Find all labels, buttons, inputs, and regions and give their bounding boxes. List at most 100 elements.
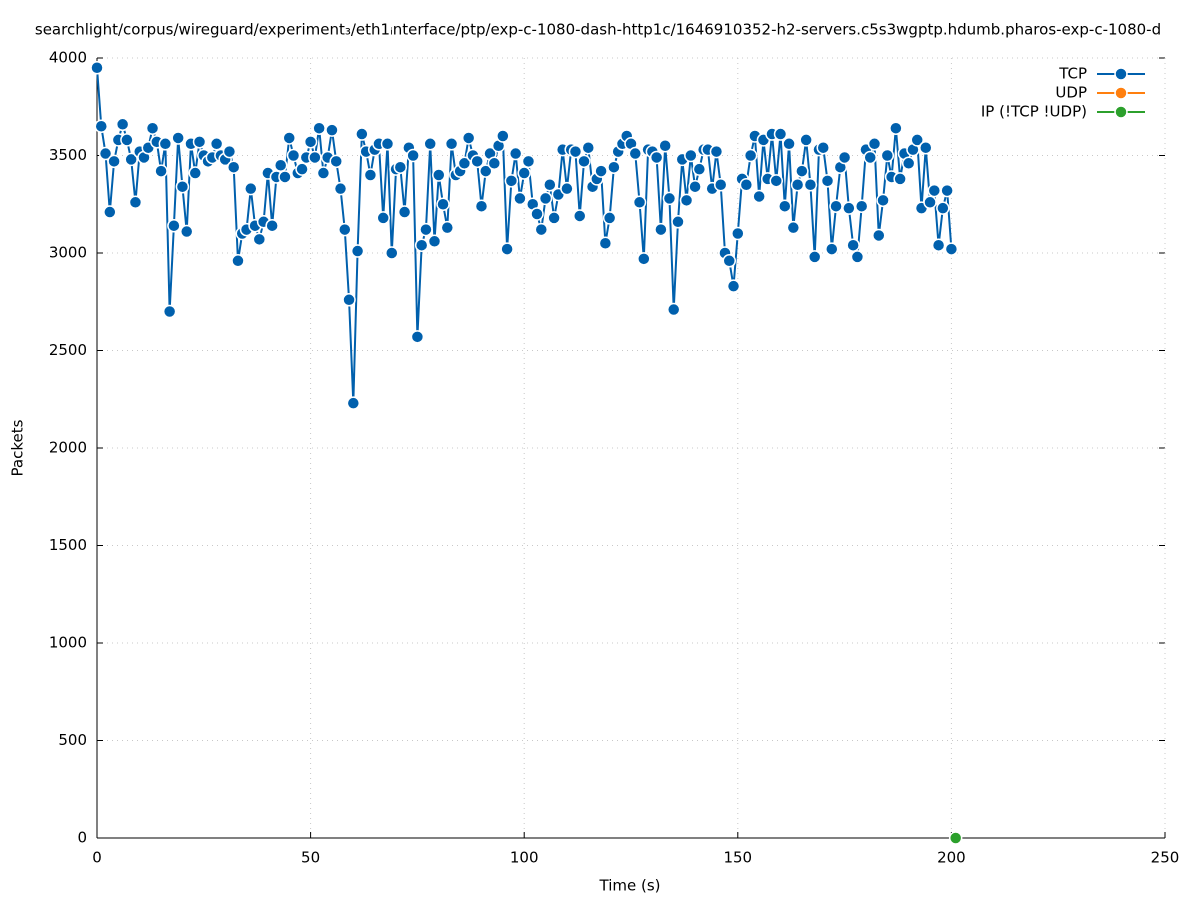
data-point bbox=[910, 133, 924, 147]
data-point bbox=[419, 222, 433, 237]
data-point bbox=[363, 168, 378, 182]
data-point bbox=[872, 228, 886, 243]
data-point bbox=[278, 170, 292, 184]
data-point bbox=[474, 199, 489, 213]
data-point bbox=[568, 144, 583, 159]
data-point bbox=[295, 162, 309, 176]
data-point bbox=[325, 123, 339, 137]
data-point bbox=[786, 220, 801, 235]
data-point bbox=[923, 195, 937, 210]
data-point bbox=[355, 127, 369, 141]
data-point bbox=[743, 148, 758, 163]
data-point bbox=[423, 137, 437, 151]
data-point bbox=[98, 146, 113, 161]
data-point bbox=[128, 195, 143, 210]
data-point bbox=[508, 146, 523, 161]
y-tick-label: 4000 bbox=[49, 49, 87, 67]
data-point bbox=[637, 252, 651, 266]
data-point bbox=[158, 137, 173, 151]
data-point bbox=[397, 205, 412, 219]
y-tick-label: 0 bbox=[77, 829, 87, 847]
data-point bbox=[162, 304, 177, 319]
data-point bbox=[500, 242, 514, 256]
y-axis-label: Packets bbox=[9, 419, 27, 476]
data-point bbox=[893, 172, 907, 186]
data-point bbox=[385, 246, 399, 260]
data-point bbox=[632, 195, 647, 210]
data-point bbox=[602, 211, 617, 225]
data-point bbox=[581, 140, 596, 155]
data-point bbox=[927, 183, 942, 198]
data-point bbox=[513, 191, 527, 206]
y-tick-label: 2500 bbox=[49, 341, 87, 359]
data-point bbox=[303, 135, 318, 149]
legend-label: IP (!TCP !UDP) bbox=[981, 103, 1087, 121]
data-point bbox=[530, 207, 544, 221]
chart-title: searchlight/corpus/wireguard/experiment₃… bbox=[35, 21, 1161, 39]
data-point bbox=[517, 166, 531, 180]
data-point bbox=[666, 302, 681, 317]
data-point bbox=[825, 242, 839, 256]
data-point bbox=[273, 158, 288, 172]
data-point bbox=[782, 137, 796, 151]
data-point bbox=[286, 148, 301, 163]
legend-marker bbox=[1114, 105, 1128, 119]
data-point bbox=[231, 254, 245, 268]
data-point bbox=[688, 179, 702, 194]
data-point bbox=[863, 150, 877, 165]
data-point bbox=[769, 174, 783, 188]
data-point bbox=[504, 174, 519, 188]
data-point bbox=[931, 238, 946, 252]
data-point bbox=[795, 164, 809, 178]
data-point bbox=[120, 133, 134, 147]
legend-label: UDP bbox=[1055, 84, 1087, 102]
data-point bbox=[773, 127, 788, 141]
data-point bbox=[803, 178, 818, 192]
x-tick-label: 150 bbox=[723, 849, 752, 867]
data-point bbox=[709, 144, 724, 159]
data-point bbox=[457, 156, 472, 171]
data-point bbox=[103, 205, 117, 219]
x-tick-label: 50 bbox=[301, 849, 320, 867]
data-point bbox=[739, 178, 754, 192]
data-point bbox=[880, 148, 895, 163]
data-point bbox=[406, 148, 420, 163]
data-point bbox=[380, 137, 395, 151]
legend-marker bbox=[1114, 67, 1128, 81]
data-point bbox=[684, 148, 698, 163]
data-point bbox=[722, 254, 737, 268]
data-point bbox=[901, 156, 916, 171]
data-point bbox=[807, 250, 822, 264]
y-tick-label: 3000 bbox=[49, 244, 87, 262]
data-point bbox=[919, 140, 933, 155]
data-point bbox=[496, 129, 510, 143]
data-point bbox=[346, 396, 361, 410]
data-point bbox=[226, 160, 241, 174]
data-point bbox=[731, 226, 745, 241]
data-point bbox=[252, 232, 267, 247]
data-point bbox=[752, 189, 766, 204]
data-point bbox=[376, 211, 390, 225]
data-point bbox=[333, 181, 348, 196]
y-tick-label: 1500 bbox=[49, 536, 87, 554]
data-point bbox=[820, 174, 835, 188]
data-point bbox=[414, 238, 429, 252]
data-point bbox=[479, 164, 493, 178]
data-point bbox=[790, 178, 805, 192]
data-point bbox=[188, 166, 203, 180]
data-point bbox=[846, 238, 860, 252]
data-point bbox=[393, 160, 408, 174]
data-point bbox=[410, 330, 425, 344]
data-point bbox=[350, 244, 365, 258]
data-point bbox=[171, 131, 185, 145]
data-point bbox=[179, 224, 194, 239]
data-point bbox=[440, 220, 455, 235]
data-point bbox=[90, 61, 104, 75]
data-point bbox=[547, 211, 561, 225]
y-tick-label: 3500 bbox=[49, 146, 87, 164]
data-point bbox=[338, 222, 352, 237]
x-tick-label: 100 bbox=[510, 849, 539, 867]
data-point bbox=[850, 250, 865, 264]
data-point bbox=[265, 218, 279, 233]
